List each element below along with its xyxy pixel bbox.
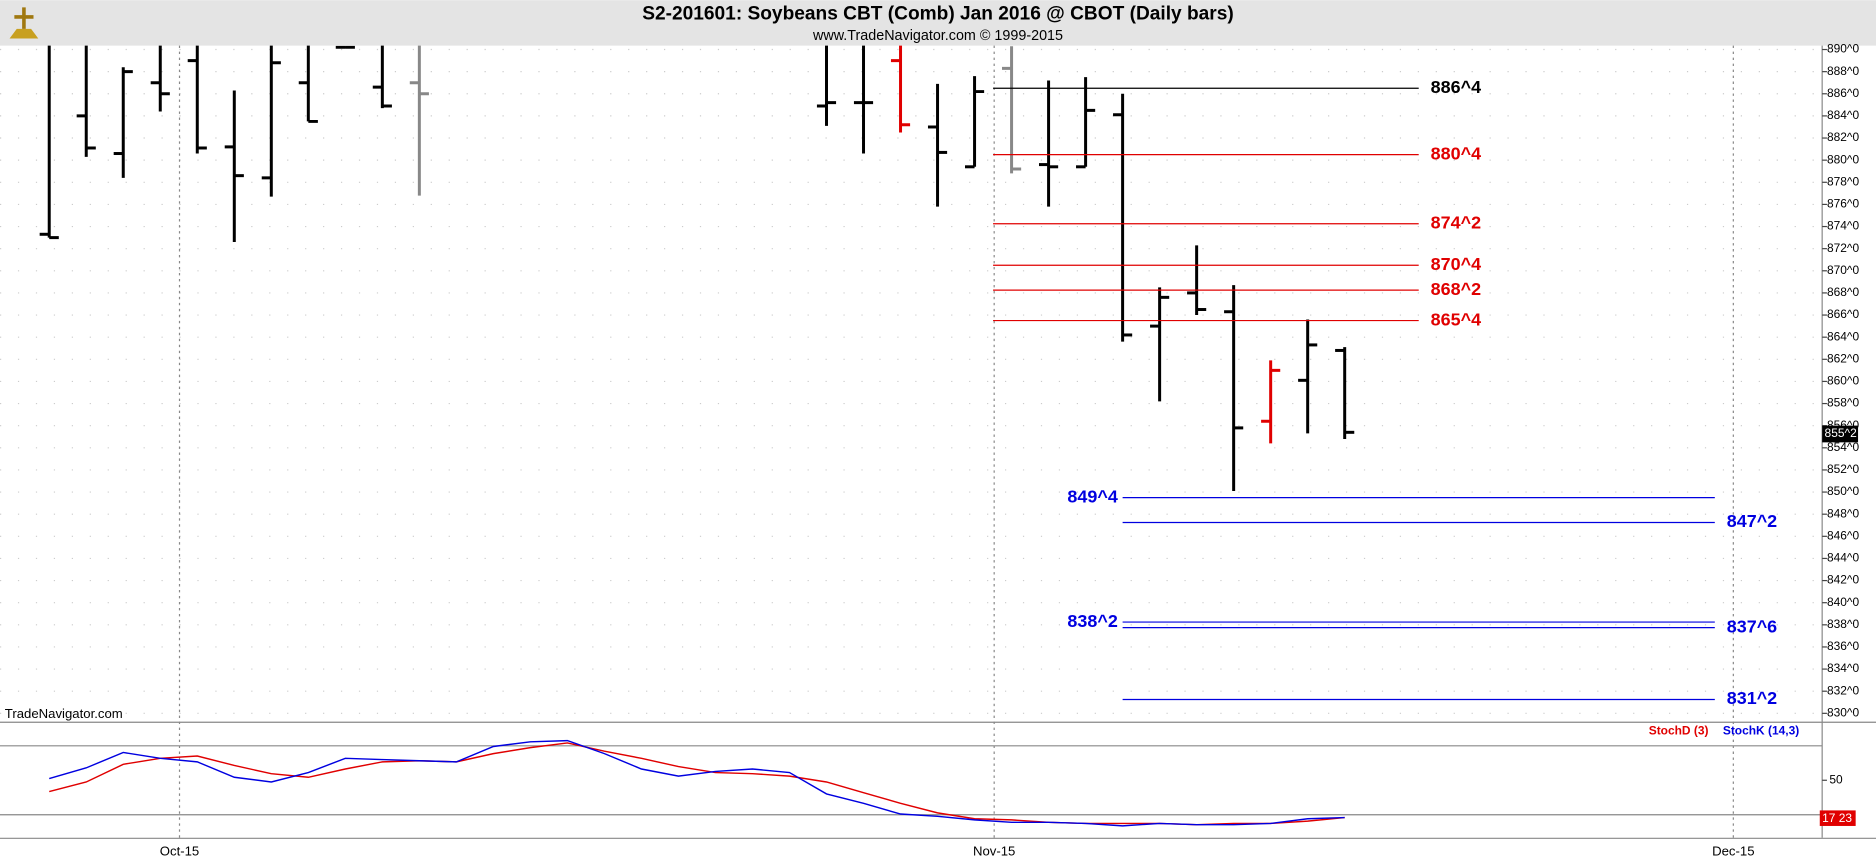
level-label: 865^4 xyxy=(1431,309,1481,329)
chart-subtitle: www.TradeNavigator.com © 1999-2015 xyxy=(812,28,1063,44)
level-label: 831^2 xyxy=(1727,688,1777,708)
y-tick-label: 832^0 xyxy=(1827,683,1860,697)
stoch-line xyxy=(49,739,1345,827)
stoch-line xyxy=(49,742,1345,826)
y-tick-label: 858^0 xyxy=(1827,396,1860,410)
y-tick-label: 864^0 xyxy=(1827,329,1860,343)
y-tick-label: 862^0 xyxy=(1827,351,1860,365)
level-label: 880^4 xyxy=(1431,143,1481,163)
y-tick-label: 866^0 xyxy=(1827,307,1860,321)
y-tick-label: 854^0 xyxy=(1827,440,1860,454)
y-tick-label: 868^0 xyxy=(1827,285,1860,299)
last-value-label: 17 23 xyxy=(1822,811,1852,825)
y-tick-label: 850^0 xyxy=(1827,484,1860,498)
y-tick-label: 860^0 xyxy=(1827,374,1860,388)
logo xyxy=(9,7,39,39)
y-tick-label: 872^0 xyxy=(1827,241,1860,255)
level-label: 849^4 xyxy=(1067,486,1117,506)
y-tick-label: 878^0 xyxy=(1827,174,1860,188)
level-label: 886^4 xyxy=(1431,77,1481,97)
y-tick-label: 884^0 xyxy=(1827,108,1860,122)
level-label: 874^2 xyxy=(1431,213,1481,233)
y-tick-label: 890^0 xyxy=(1827,42,1860,56)
y-tick-label: 886^0 xyxy=(1827,86,1860,100)
last-value-box xyxy=(1819,810,1856,826)
level-label: 870^4 xyxy=(1431,254,1481,274)
legend-label: StochD (3) xyxy=(1649,723,1709,737)
legend-label: StochK (14,3) xyxy=(1723,723,1799,737)
x-tick-label: Dec-15 xyxy=(1712,844,1754,859)
price-bars xyxy=(39,45,1715,701)
level-label: 847^2 xyxy=(1727,511,1777,531)
watermark: TradeNavigator.com xyxy=(5,706,123,721)
x-tick-label: Oct-15 xyxy=(160,844,199,859)
y-tick-label: 852^0 xyxy=(1827,462,1860,476)
y-tick-label: 880^0 xyxy=(1827,152,1860,166)
y-tick-label: 870^0 xyxy=(1827,263,1860,277)
level-label: 838^2 xyxy=(1067,611,1117,631)
y-tick-label: 842^0 xyxy=(1827,573,1860,587)
y-tick-label: 836^0 xyxy=(1827,639,1860,653)
level-label: 868^2 xyxy=(1431,279,1481,299)
y-tick-label: 834^0 xyxy=(1827,661,1860,675)
y-tick-label: 846^0 xyxy=(1827,528,1860,542)
header-bg xyxy=(0,0,1876,46)
y-tick-label: 838^0 xyxy=(1827,617,1860,631)
y-tick-label: 888^0 xyxy=(1827,64,1860,78)
x-tick-label: Nov-15 xyxy=(973,844,1015,859)
y-tick-label: 840^0 xyxy=(1827,595,1860,609)
y-tick-label: 830^0 xyxy=(1827,705,1860,719)
y-tick-label: 844^0 xyxy=(1827,551,1860,565)
last-price-box xyxy=(1822,425,1859,443)
chart-title: S2-201601: Soybeans CBT (Comb) Jan 2016 … xyxy=(642,4,1234,25)
y-tick-label: 882^0 xyxy=(1827,130,1860,144)
last-price-label: 855^2 xyxy=(1825,426,1858,440)
y-tick-label: 848^0 xyxy=(1827,506,1860,520)
y-tick-label: 50 xyxy=(1829,772,1843,786)
y-tick-label: 876^0 xyxy=(1827,197,1860,211)
stoch-lines xyxy=(49,739,1345,827)
level-label: 837^6 xyxy=(1727,616,1777,636)
y-tick-label: 874^0 xyxy=(1827,219,1860,233)
